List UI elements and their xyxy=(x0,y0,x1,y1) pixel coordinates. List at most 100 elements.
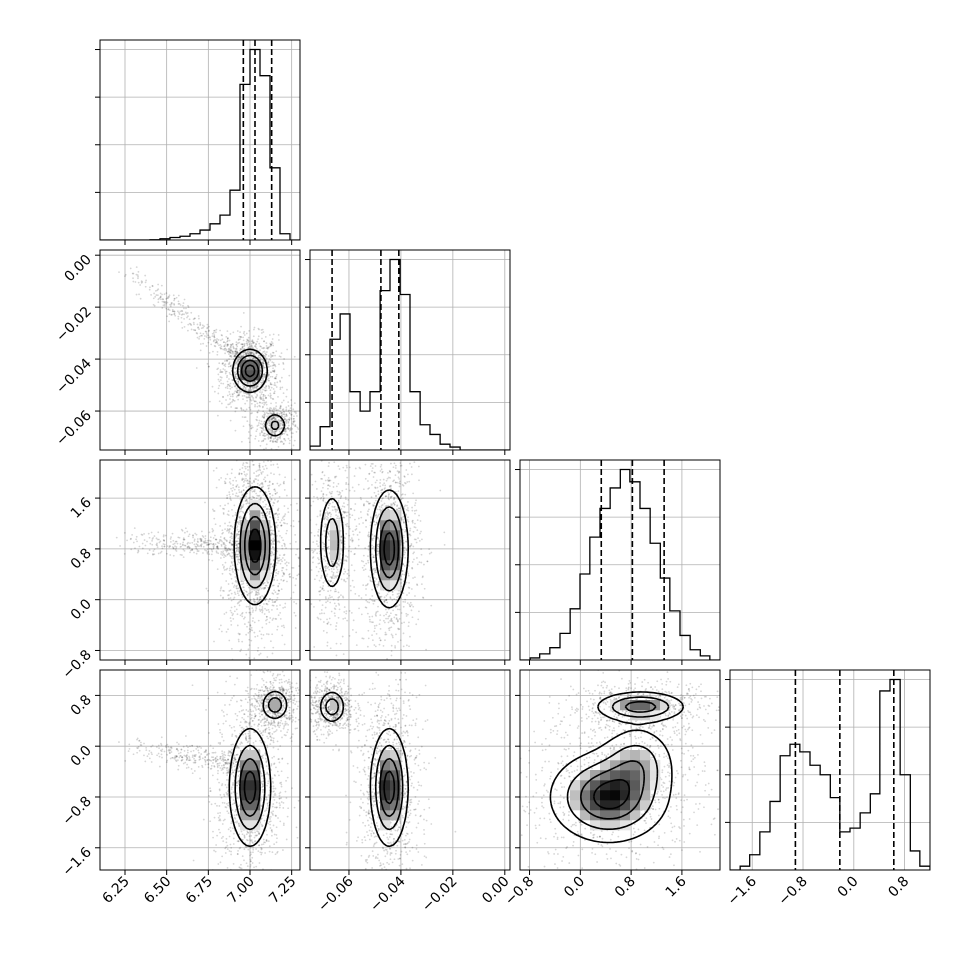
sample-point xyxy=(272,333,275,336)
sample-point xyxy=(229,609,232,612)
sample-point xyxy=(199,544,202,546)
sample-point xyxy=(375,513,378,516)
sample-point xyxy=(325,439,327,441)
sample-point xyxy=(208,325,210,328)
sample-point xyxy=(242,387,245,389)
sample-point xyxy=(182,538,185,541)
sample-point xyxy=(322,497,325,500)
sample-point xyxy=(222,597,224,600)
sample-point xyxy=(243,330,246,333)
sample-point xyxy=(187,545,190,548)
sample-point xyxy=(257,327,260,330)
sample-point xyxy=(210,542,213,545)
sample-point xyxy=(238,521,241,524)
sample-point xyxy=(282,442,285,445)
sample-point xyxy=(330,561,333,564)
sample-point xyxy=(322,547,324,550)
sample-point xyxy=(236,441,238,443)
sample-point xyxy=(237,601,240,604)
sample-point xyxy=(248,396,251,399)
sample-point xyxy=(333,602,336,605)
sample-point xyxy=(262,351,265,353)
sample-point xyxy=(346,476,349,479)
panel-content xyxy=(310,250,510,450)
sample-point xyxy=(252,353,255,356)
sample-point xyxy=(228,542,231,544)
sample-point xyxy=(370,462,373,465)
sample-point xyxy=(192,536,194,539)
sample-point xyxy=(246,465,249,468)
sample-point xyxy=(232,613,234,615)
sample-point xyxy=(364,547,367,550)
sample-point xyxy=(215,341,218,344)
sample-point xyxy=(168,309,171,312)
sample-point xyxy=(245,591,248,593)
sample-point xyxy=(233,584,236,587)
sample-point xyxy=(224,482,227,484)
sample-point xyxy=(232,351,235,354)
sample-point xyxy=(267,508,269,510)
sample-point xyxy=(249,599,252,601)
sample-point xyxy=(236,352,238,354)
sample-point xyxy=(210,549,213,551)
sample-point xyxy=(273,451,275,453)
sample-point xyxy=(229,548,232,551)
sample-point xyxy=(248,345,251,348)
sample-point xyxy=(259,422,262,425)
sample-point xyxy=(289,542,292,545)
sample-point xyxy=(272,412,275,415)
sample-point xyxy=(271,483,274,486)
sample-point xyxy=(228,590,231,592)
sample-point xyxy=(220,543,223,546)
sample-point xyxy=(321,471,324,474)
sample-point xyxy=(363,564,366,567)
sample-point xyxy=(231,515,234,517)
sample-point xyxy=(222,348,225,351)
sample-point xyxy=(401,497,404,500)
sample-point xyxy=(368,601,371,604)
sample-point xyxy=(237,561,240,563)
sample-point xyxy=(226,344,229,347)
sample-point xyxy=(234,351,237,354)
sample-point xyxy=(270,498,273,501)
sample-point xyxy=(342,596,345,599)
sample-point xyxy=(271,431,274,434)
sample-point xyxy=(372,556,375,558)
sample-point xyxy=(248,638,251,641)
sample-point xyxy=(319,586,322,589)
sample-point xyxy=(235,343,238,346)
sample-point xyxy=(272,440,275,443)
sample-point xyxy=(225,568,228,571)
sample-point xyxy=(237,542,240,545)
sample-point xyxy=(237,358,240,361)
sample-point xyxy=(256,425,259,427)
sample-point xyxy=(268,481,271,483)
sample-point xyxy=(336,517,338,520)
sample-point xyxy=(245,396,248,398)
sample-point xyxy=(261,595,263,597)
sample-point xyxy=(322,621,325,623)
sample-point xyxy=(411,519,414,522)
sample-point xyxy=(217,548,220,550)
sample-point xyxy=(227,524,229,527)
sample-point xyxy=(232,571,234,573)
sample-point xyxy=(277,516,280,519)
sample-point xyxy=(230,620,232,622)
sample-point xyxy=(229,395,232,398)
sample-point xyxy=(270,529,272,532)
sample-point xyxy=(287,437,290,440)
sample-point xyxy=(295,577,298,580)
sample-point xyxy=(382,644,385,647)
sample-point xyxy=(276,482,279,485)
sample-point xyxy=(222,362,225,365)
sample-point xyxy=(194,317,196,320)
sample-point xyxy=(307,547,309,549)
sample-point xyxy=(271,370,274,372)
sample-point xyxy=(296,548,299,551)
sample-point xyxy=(262,434,264,437)
sample-point xyxy=(342,510,345,513)
sample-point xyxy=(225,335,228,338)
sample-point xyxy=(216,341,219,343)
sample-point xyxy=(259,490,262,493)
sample-point xyxy=(200,334,202,337)
